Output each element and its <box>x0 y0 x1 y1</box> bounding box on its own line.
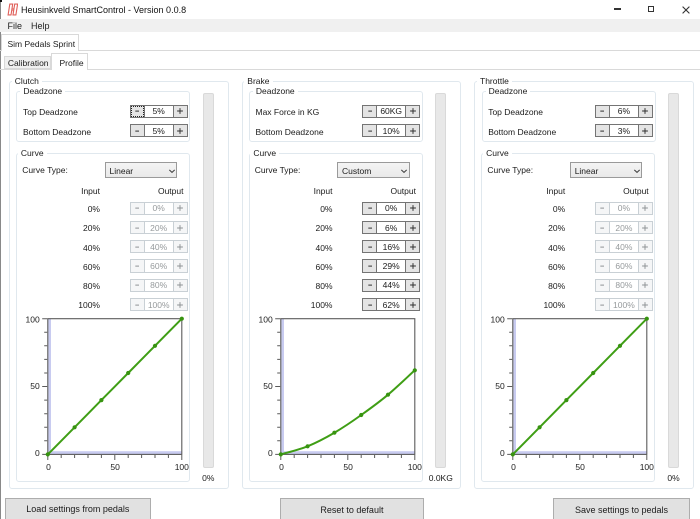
svg-text:100: 100 <box>640 462 654 472</box>
svg-text:0: 0 <box>35 448 40 458</box>
svg-text:50: 50 <box>110 462 120 472</box>
svg-text:50: 50 <box>263 381 273 391</box>
svg-text:50: 50 <box>576 462 586 472</box>
svg-text:100: 100 <box>407 462 421 472</box>
svg-text:0: 0 <box>46 462 51 472</box>
svg-text:50: 50 <box>343 462 353 472</box>
svg-text:50: 50 <box>495 381 505 391</box>
svg-text:100: 100 <box>26 315 40 325</box>
svg-text:50: 50 <box>30 381 40 391</box>
svg-text:100: 100 <box>258 315 272 325</box>
svg-text:0: 0 <box>279 462 284 472</box>
svg-text:100: 100 <box>491 315 505 325</box>
svg-text:0: 0 <box>267 448 272 458</box>
svg-text:0: 0 <box>500 448 505 458</box>
svg-text:0: 0 <box>511 462 516 472</box>
svg-text:100: 100 <box>175 462 189 472</box>
